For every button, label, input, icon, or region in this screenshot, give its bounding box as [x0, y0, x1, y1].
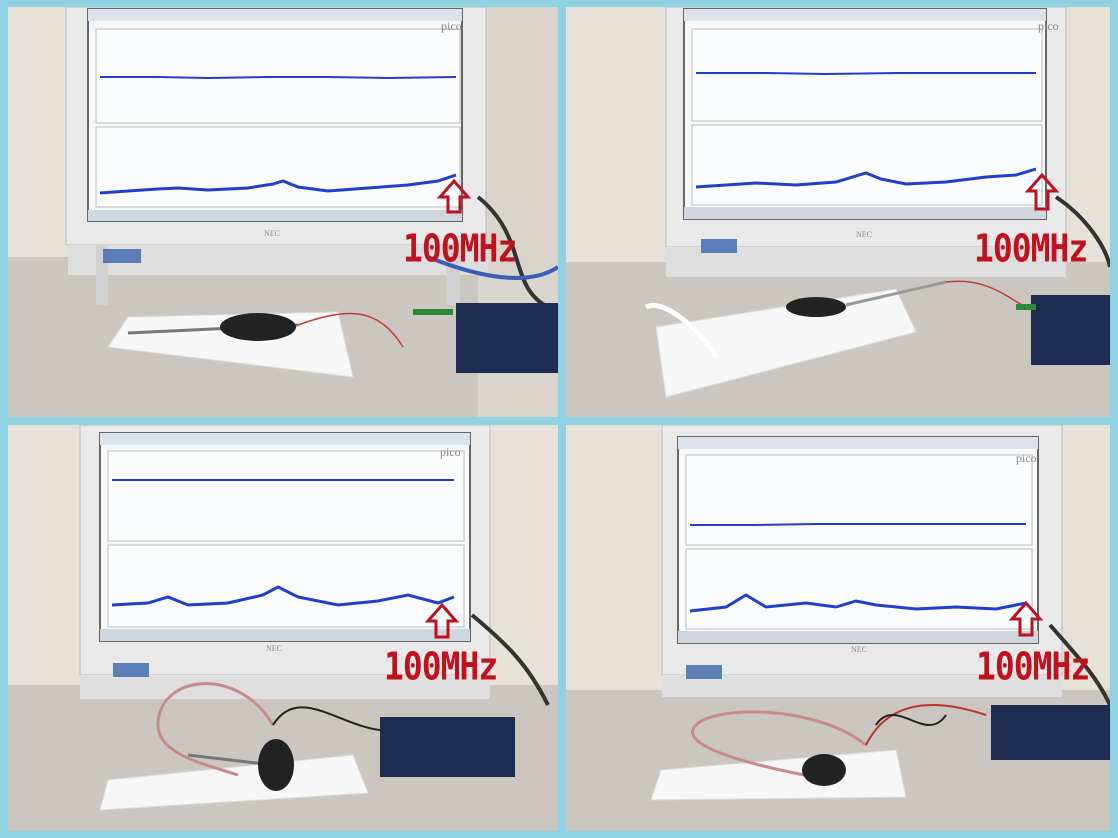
monitor-brand-text: NEC [856, 230, 872, 239]
monitor-brand-text: NEC [264, 229, 280, 238]
photo-scene [566, 7, 1110, 417]
photo-panel-bottom-left: pico NEC 100MHz [8, 425, 558, 831]
monitor-brand-text: NEC [266, 644, 282, 653]
photo-panel-top-left: pico NEC 100MHz [8, 7, 558, 417]
photo-scene [8, 7, 558, 417]
frequency-label: 100MHz [974, 226, 1088, 271]
pico-brand-text: pico [441, 19, 462, 33]
monitor-brand-text: NEC [851, 645, 867, 654]
pico-brand-text: pico [1038, 19, 1059, 33]
frequency-label: 100MHz [403, 226, 517, 271]
photo-scene [566, 425, 1110, 831]
photo-scene [8, 425, 558, 831]
pico-brand-text: pico [440, 445, 461, 459]
frequency-label: 100MHz [976, 644, 1090, 689]
frequency-label: 100MHz [384, 644, 498, 689]
photo-panel-top-right: pico NEC 100MHz [566, 7, 1110, 417]
photo-panel-bottom-right: pico NEC 100MHz [566, 425, 1110, 831]
pico-brand-text: pico [1016, 451, 1037, 465]
